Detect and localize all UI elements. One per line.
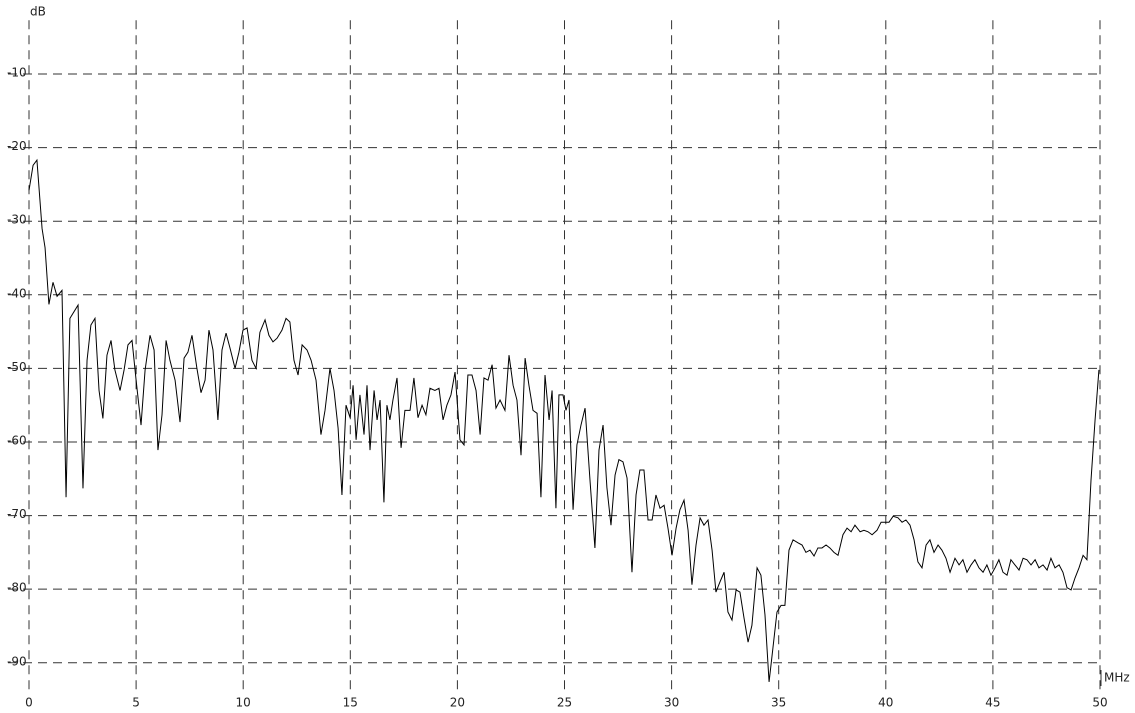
x-axis-label: MHz: [1104, 671, 1130, 685]
y-tick-label: -80: [7, 581, 27, 595]
x-tick-label: 25: [557, 696, 572, 710]
data-line: [28, 158, 1100, 682]
x-tick-label: 35: [771, 696, 786, 710]
y-tick-label: -50: [7, 360, 27, 374]
y-axis-label: dB: [30, 5, 46, 19]
y-tick-label: -10: [7, 66, 27, 80]
x-tick-label: 0: [25, 696, 33, 710]
y-tick-label: -70: [7, 507, 27, 521]
x-tick-label: 45: [985, 696, 1000, 710]
x-tick-label: 10: [236, 696, 251, 710]
x-tick-label: 40: [878, 696, 893, 710]
x-tick-label: 15: [343, 696, 358, 710]
y-tick-label: -30: [7, 213, 27, 227]
x-tick-label: 50: [1092, 696, 1107, 710]
y-tick-label: -20: [7, 139, 27, 153]
x-tick-label: 5: [132, 696, 140, 710]
y-tick-label: -90: [7, 654, 27, 668]
x-tick-label: 30: [664, 696, 679, 710]
x-tick-label: 20: [450, 696, 465, 710]
y-tick-label: -60: [7, 433, 27, 447]
y-tick-label: -40: [7, 286, 27, 300]
